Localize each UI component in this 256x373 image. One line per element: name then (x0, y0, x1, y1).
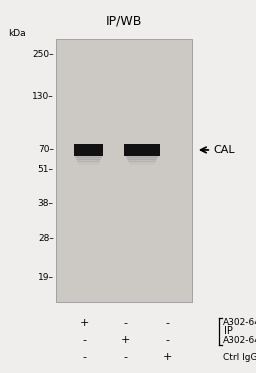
Text: kDa: kDa (8, 29, 25, 38)
Text: 19–: 19– (38, 273, 54, 282)
Text: -: - (123, 318, 127, 327)
Bar (77, 161, 99, 163)
Bar (77, 159, 100, 162)
Text: A302-641A: A302-641A (223, 318, 256, 327)
Text: +: + (80, 318, 89, 327)
Text: 130–: 130– (32, 93, 54, 101)
Text: 28–: 28– (38, 234, 54, 243)
Text: 70–: 70– (38, 145, 54, 154)
Text: IP: IP (224, 326, 233, 336)
Text: 250–: 250– (32, 50, 54, 59)
Text: Ctrl IgG: Ctrl IgG (223, 353, 256, 362)
Bar (74, 144, 103, 156)
Bar (78, 163, 99, 165)
Bar (124, 144, 160, 156)
Text: -: - (82, 352, 87, 362)
Text: -: - (82, 335, 87, 345)
Text: -: - (123, 352, 127, 362)
Bar (130, 163, 154, 165)
Bar (129, 161, 155, 163)
Text: CAL: CAL (214, 145, 235, 155)
Text: 51–: 51– (38, 165, 54, 174)
Bar (56, 39, 192, 302)
Text: A302-642A: A302-642A (223, 336, 256, 345)
Bar (126, 156, 158, 158)
Text: +: + (163, 352, 172, 362)
Text: 38–: 38– (38, 199, 54, 208)
Bar (127, 157, 157, 160)
Text: IP/WB: IP/WB (106, 14, 142, 27)
Bar (75, 156, 102, 158)
Text: -: - (166, 318, 170, 327)
Text: -: - (166, 335, 170, 345)
Bar (128, 159, 156, 162)
Bar (76, 157, 101, 160)
Text: +: + (121, 335, 130, 345)
